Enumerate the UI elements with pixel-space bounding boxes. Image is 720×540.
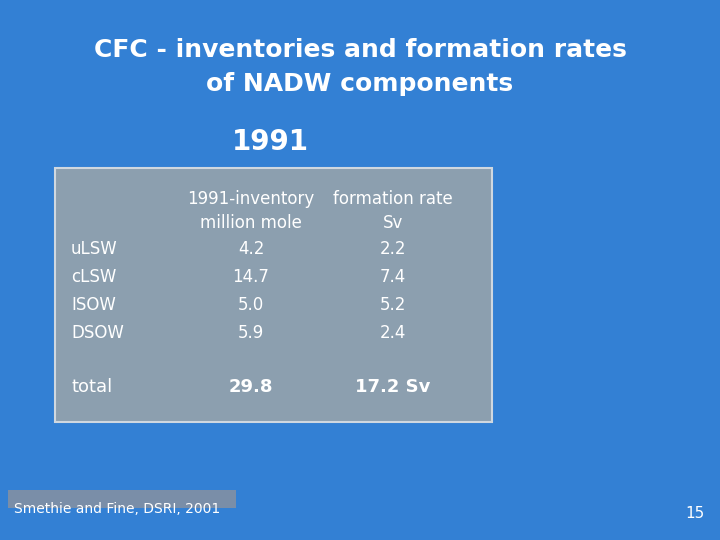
Text: CFC - inventories and formation rates: CFC - inventories and formation rates bbox=[94, 38, 626, 62]
Text: ISOW: ISOW bbox=[71, 296, 116, 314]
Text: 14.7: 14.7 bbox=[233, 268, 269, 286]
Text: cLSW: cLSW bbox=[71, 268, 117, 286]
Text: uLSW: uLSW bbox=[71, 240, 118, 258]
Text: of NADW components: of NADW components bbox=[207, 72, 513, 96]
Text: 7.4: 7.4 bbox=[380, 268, 406, 286]
Text: 5.9: 5.9 bbox=[238, 324, 264, 342]
Text: 5.2: 5.2 bbox=[380, 296, 406, 314]
Text: 15: 15 bbox=[685, 506, 705, 521]
Text: DSOW: DSOW bbox=[71, 324, 124, 342]
Text: 5.0: 5.0 bbox=[238, 296, 264, 314]
Text: Smethie and Fine, DSRI, 2001: Smethie and Fine, DSRI, 2001 bbox=[14, 502, 220, 516]
Text: total: total bbox=[71, 378, 112, 396]
Text: 1991-inventory: 1991-inventory bbox=[187, 190, 315, 208]
Text: million mole: million mole bbox=[200, 214, 302, 232]
Text: 2.4: 2.4 bbox=[380, 324, 406, 342]
Text: 29.8: 29.8 bbox=[229, 378, 274, 396]
Text: 4.2: 4.2 bbox=[238, 240, 264, 258]
Text: 17.2 Sv: 17.2 Sv bbox=[355, 378, 431, 396]
Text: formation rate: formation rate bbox=[333, 190, 453, 208]
Text: 1991: 1991 bbox=[232, 128, 308, 156]
Text: 2.2: 2.2 bbox=[379, 240, 406, 258]
Text: Sv: Sv bbox=[383, 214, 403, 232]
